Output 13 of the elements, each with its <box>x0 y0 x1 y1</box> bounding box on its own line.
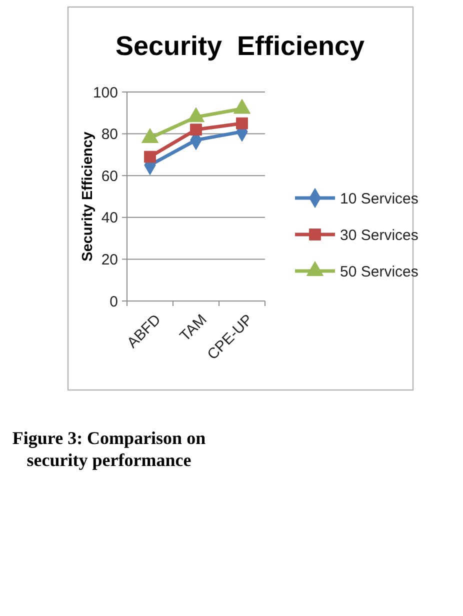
y-tick-label: 80 <box>101 126 118 144</box>
caption: Figure 3: Comparison on security performance <box>12 428 206 470</box>
legend-label: 30 Services <box>340 226 418 244</box>
y-tick-label: 40 <box>101 210 118 227</box>
y-tick-label: 20 <box>101 251 118 268</box>
y-tick-label: 100 <box>92 84 118 102</box>
y-tick-label: 60 <box>101 168 118 185</box>
x-tick-label: TAM <box>176 311 210 345</box>
y-tick-label: 0 <box>110 293 118 310</box>
legend-label: 10 Services <box>340 190 418 208</box>
y-axis-title: Security Efficiency <box>80 132 96 262</box>
chart-title: Security Efficiency <box>115 31 365 61</box>
legend-label: 50 Services <box>340 263 418 280</box>
